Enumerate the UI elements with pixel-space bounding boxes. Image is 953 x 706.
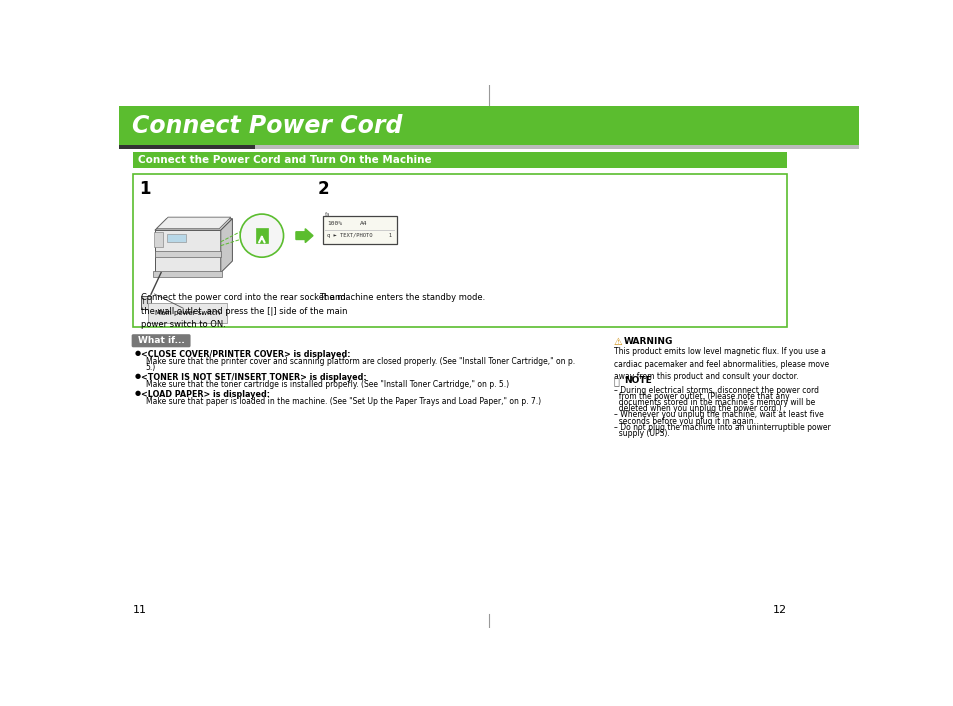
Text: <CLOSE COVER/PRINTER COVER> is displayed:: <CLOSE COVER/PRINTER COVER> is displayed… bbox=[141, 349, 350, 359]
Text: deleted when you unplug the power cord.): deleted when you unplug the power cord.) bbox=[613, 405, 781, 413]
Text: 12: 12 bbox=[772, 605, 785, 615]
Text: documents stored in the machine's memory will be: documents stored in the machine's memory… bbox=[613, 398, 814, 407]
Text: 11: 11 bbox=[133, 605, 147, 615]
Text: – Do not plug the machine into an uninterruptible power: – Do not plug the machine into an uninte… bbox=[613, 423, 829, 432]
Text: 100%: 100% bbox=[327, 221, 341, 226]
Text: WARNING: WARNING bbox=[623, 337, 673, 346]
Bar bbox=[133, 152, 785, 168]
Text: seconds before you plug it in again.: seconds before you plug it in again. bbox=[613, 417, 755, 426]
Bar bbox=[141, 296, 151, 309]
Text: What if...: What if... bbox=[137, 336, 185, 345]
Text: NOTE: NOTE bbox=[623, 376, 651, 385]
Text: – Whenever you unplug the machine, wait at least five: – Whenever you unplug the machine, wait … bbox=[613, 410, 822, 419]
Bar bbox=[153, 271, 221, 277]
Text: 1: 1 bbox=[139, 180, 151, 198]
Circle shape bbox=[240, 214, 283, 257]
Polygon shape bbox=[154, 219, 233, 230]
Text: Connect the power cord into the rear socket and
the wall outlet, and press the [: Connect the power cord into the rear soc… bbox=[141, 294, 347, 329]
Polygon shape bbox=[154, 230, 220, 273]
Text: The machine enters the standby mode.: The machine enters the standby mode. bbox=[319, 294, 485, 302]
Polygon shape bbox=[220, 219, 233, 273]
Bar bbox=[255, 228, 268, 244]
Text: fa: fa bbox=[324, 212, 330, 217]
Bar bbox=[119, 145, 254, 149]
Text: Connect the Power Cord and Turn On the Machine: Connect the Power Cord and Turn On the M… bbox=[137, 155, 431, 165]
Text: Make sure that paper is loaded in the machine. (See "Set Up the Paper Trays and : Make sure that paper is loaded in the ma… bbox=[146, 397, 540, 405]
Text: Main power switch: Main power switch bbox=[154, 309, 220, 316]
Text: A4: A4 bbox=[360, 221, 368, 226]
Text: ⚠: ⚠ bbox=[613, 337, 621, 347]
Bar bbox=[323, 217, 396, 244]
FancyArrow shape bbox=[295, 229, 313, 243]
Text: Make sure that the printer cover and scanning platform are closed properly. (See: Make sure that the printer cover and sca… bbox=[146, 357, 574, 366]
Text: <LOAD PAPER> is displayed:: <LOAD PAPER> is displayed: bbox=[141, 390, 270, 399]
Text: Connect Power Cord: Connect Power Cord bbox=[132, 114, 401, 138]
Bar bbox=[324, 230, 395, 231]
Text: supply (UPS).: supply (UPS). bbox=[613, 429, 669, 438]
Text: 5.): 5.) bbox=[146, 364, 155, 373]
Polygon shape bbox=[154, 251, 220, 257]
Bar bbox=[119, 107, 858, 145]
Bar bbox=[167, 234, 186, 241]
Bar bbox=[254, 145, 858, 149]
Text: – During electrical storms, disconnect the power cord: – During electrical storms, disconnect t… bbox=[613, 385, 818, 395]
Text: ●: ● bbox=[134, 390, 141, 395]
Text: Make sure that the toner cartridge is installed properly. (See "Install Toner Ca: Make sure that the toner cartridge is in… bbox=[146, 380, 508, 388]
Text: from the power outlet. (Please note that any: from the power outlet. (Please note that… bbox=[613, 392, 788, 401]
Text: ●: ● bbox=[134, 373, 141, 378]
Bar bbox=[154, 232, 163, 247]
Polygon shape bbox=[156, 217, 231, 229]
Text: 2: 2 bbox=[317, 180, 329, 198]
Text: q ► TEXT/PHOTO     1: q ► TEXT/PHOTO 1 bbox=[327, 232, 392, 237]
Bar bbox=[133, 174, 785, 326]
Text: ●: ● bbox=[134, 349, 141, 356]
Text: <TONER IS NOT SET/INSERT TONER> is displayed:: <TONER IS NOT SET/INSERT TONER> is displ… bbox=[141, 373, 366, 382]
Text: Ⓝ: Ⓝ bbox=[613, 376, 618, 385]
Text: This product emits low level magnetic flux. If you use a
cardiac pacemaker and f: This product emits low level magnetic fl… bbox=[613, 347, 828, 381]
FancyBboxPatch shape bbox=[132, 334, 191, 347]
